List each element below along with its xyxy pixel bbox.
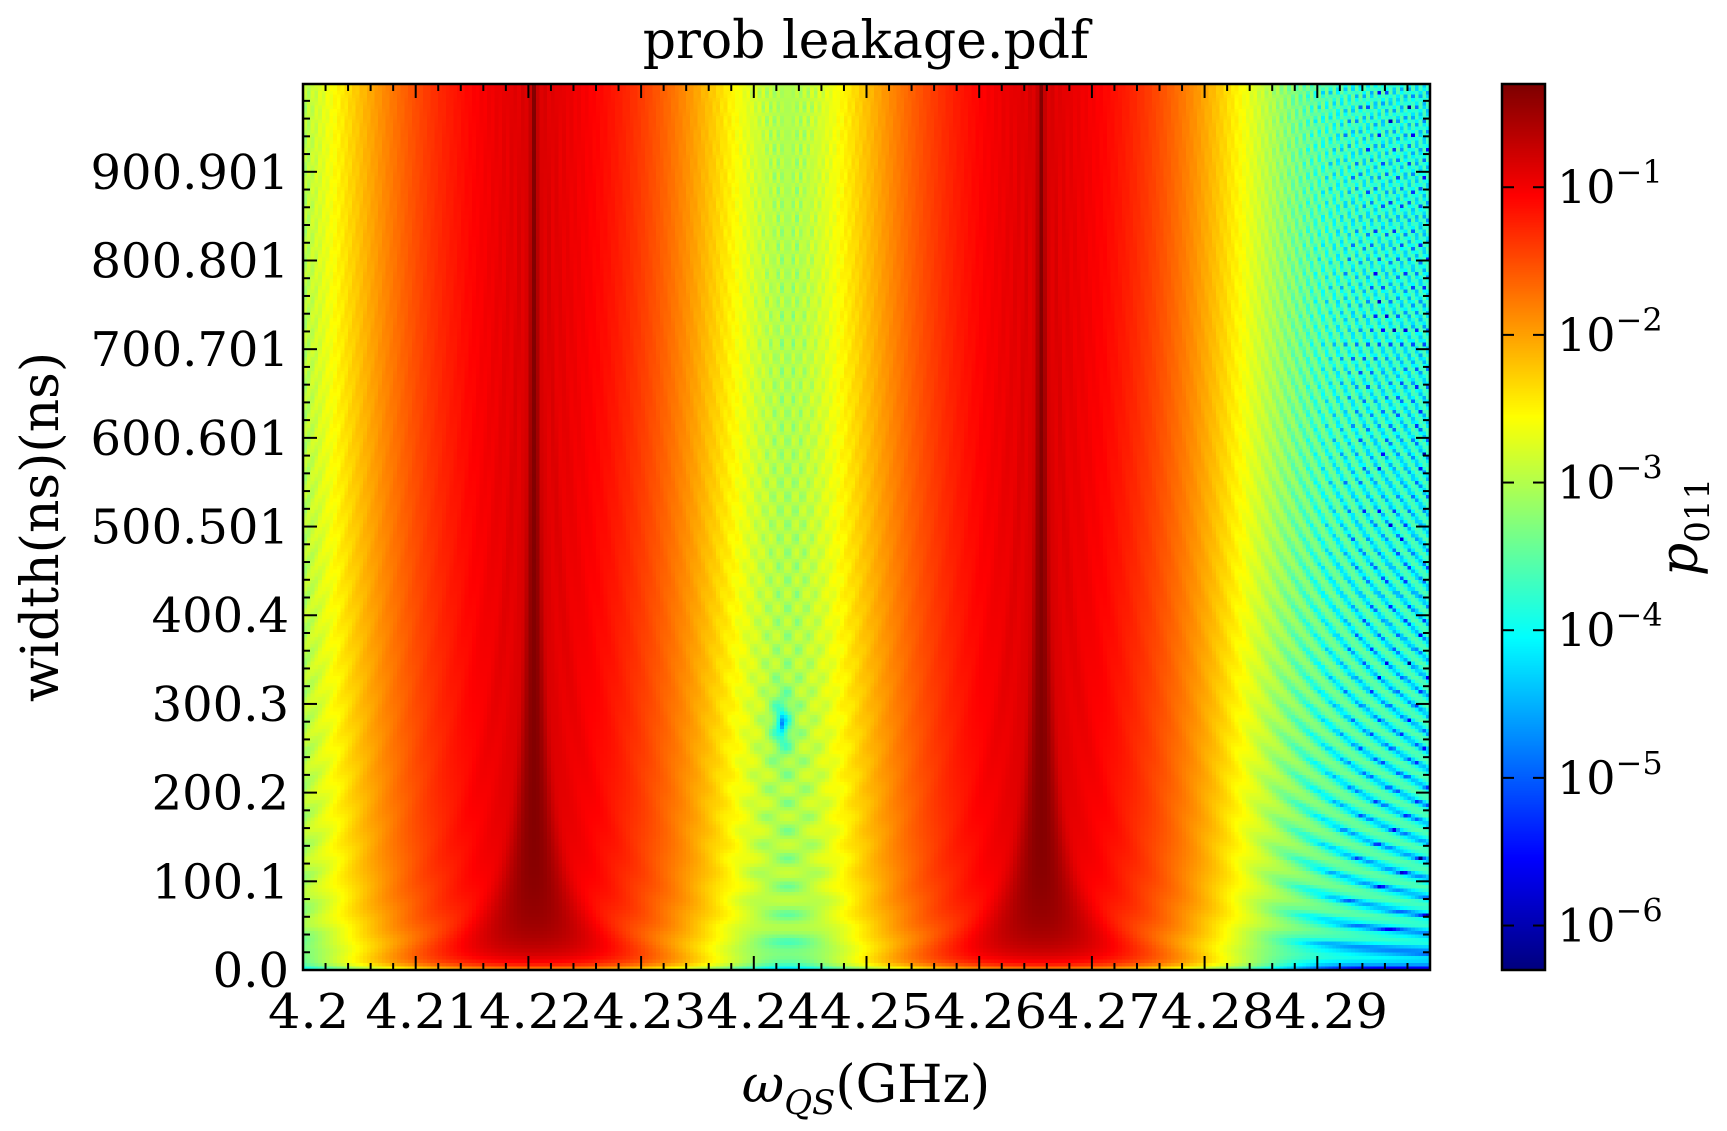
y-tick-label: 300.3 [152, 677, 289, 733]
y-tick-label: 800.801 [91, 233, 290, 289]
heatmap-image [303, 84, 1430, 970]
y-tick-label: 100.1 [152, 854, 289, 910]
y-axis-ticks: 0.0 100.1 200.2 300.3 400.4 500.501 600.601 700… [91, 99, 1430, 999]
colorbar-frame [1500, 82, 1547, 972]
colorbar-tick-label: 10−1 [1557, 153, 1663, 214]
y-axis-label: width(ns)(ns) [11, 352, 71, 702]
y-tick-label: 400.4 [152, 588, 289, 644]
x-tick-labels: 4.2 4.214.224.234.244.254.264.274.284.29 [268, 984, 1388, 1040]
colorbar-ticks: 10−6 10−5 10−4 10−3 10−2 10−1 [1502, 153, 1663, 953]
colorbar-label: p011 [1650, 478, 1718, 576]
y-tick-label: 600.601 [91, 411, 290, 467]
y-tick-label: 900.901 [91, 145, 290, 201]
chart-title: prob leakage.pdf [643, 11, 1093, 71]
plot-frame [301, 82, 1432, 972]
y-tick-label: 0.0 [213, 943, 289, 999]
colorbar-tick-label: 10−3 [1557, 449, 1663, 510]
colorbar-tick-label: 10−6 [1557, 892, 1663, 953]
y-tick-label: 500.501 [91, 500, 290, 556]
y-tick-label: 700.701 [91, 322, 290, 378]
colorbar-tick-label: 10−5 [1557, 744, 1663, 805]
colorbar-tick-label: 10−4 [1557, 596, 1663, 657]
x-axis-ticks [302, 84, 1431, 970]
x-axis-label: ωQS(GHz) [742, 1055, 990, 1123]
colorbar-gradient [1502, 84, 1545, 970]
colorbar-tick-label: 10−2 [1557, 301, 1663, 362]
y-tick-label: 200.2 [152, 766, 289, 822]
